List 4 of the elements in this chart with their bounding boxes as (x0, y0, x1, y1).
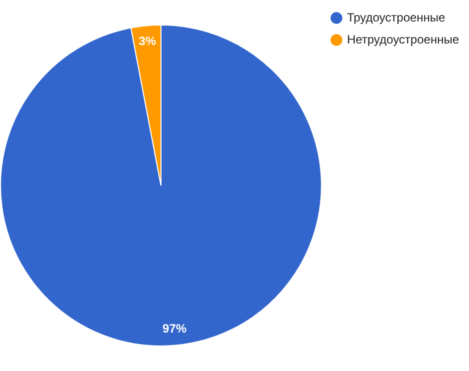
legend-label: Нетрудоустроенные (346, 32, 460, 46)
data-label: 97% (162, 322, 187, 336)
data-label: 3% (138, 34, 156, 48)
legend-label: Трудоустроенные (346, 10, 446, 24)
